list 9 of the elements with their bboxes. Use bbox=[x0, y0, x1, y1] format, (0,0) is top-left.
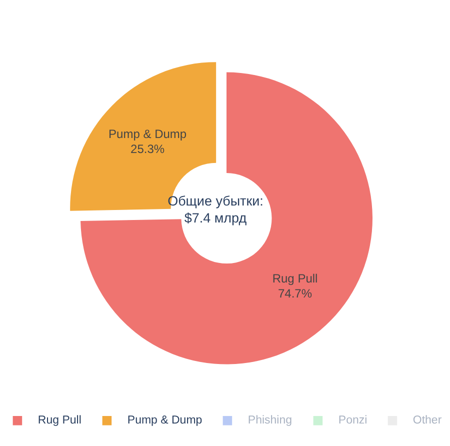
data-label: 74.7% bbox=[278, 286, 312, 301]
legend-label: Phishing bbox=[248, 414, 292, 427]
legend-label: Other bbox=[412, 414, 442, 427]
slice-label: Pump & Dump bbox=[108, 127, 187, 142]
legend-label: Pump & Dump bbox=[127, 414, 202, 427]
legend-label: Rug Pull bbox=[38, 414, 82, 427]
slice-label: Rug Pull bbox=[272, 272, 318, 286]
legend-label: Ponzi bbox=[338, 414, 368, 427]
data-label: 25.3% bbox=[130, 142, 165, 156]
